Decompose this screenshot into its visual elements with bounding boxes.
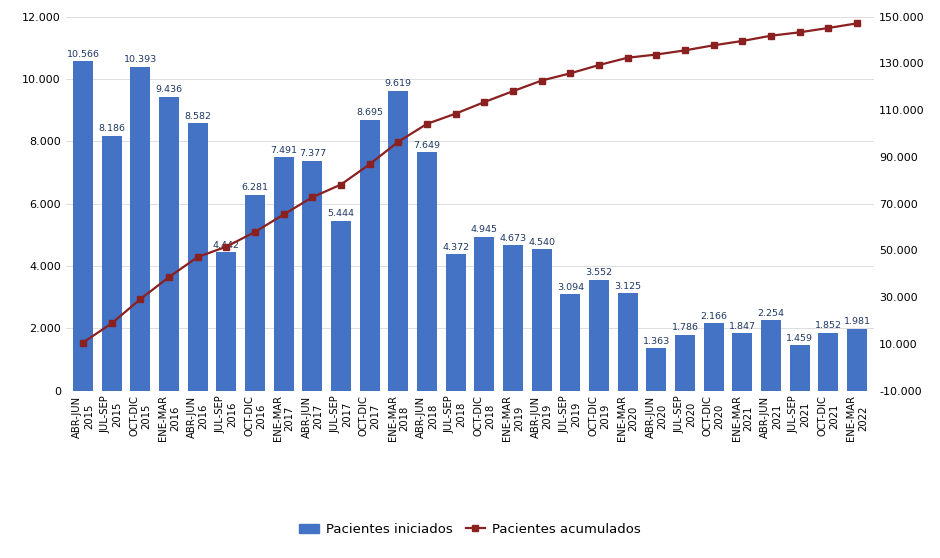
Bar [188,123,208,391]
Text: 4.945: 4.945 [471,225,498,234]
Text: 1.852: 1.852 [815,321,842,330]
Text: 10.566: 10.566 [67,50,100,59]
Text: 8.582: 8.582 [184,112,212,121]
Text: 1.459: 1.459 [786,334,813,343]
Text: 7.649: 7.649 [414,141,441,150]
Text: 10.393: 10.393 [124,55,157,64]
Bar [102,136,121,391]
Text: 9.619: 9.619 [384,79,412,88]
Text: 5.444: 5.444 [327,209,354,219]
Text: 7.377: 7.377 [299,150,326,158]
Text: 4.673: 4.673 [499,233,526,243]
Legend: Pacientes iniciados, Pacientes acumulados: Pacientes iniciados, Pacientes acumulado… [294,517,646,541]
Bar [131,67,150,391]
Bar [647,348,666,391]
Text: 3.552: 3.552 [586,268,613,277]
Bar [847,329,867,391]
Bar [819,333,838,391]
Bar [303,161,322,391]
Bar [388,91,408,391]
Text: 8.695: 8.695 [356,108,384,117]
Text: 1.981: 1.981 [843,318,870,326]
Bar [618,294,637,391]
Text: 9.436: 9.436 [155,85,182,94]
Bar [704,323,724,391]
Bar [73,61,93,391]
Bar [360,120,380,391]
Bar [589,280,609,391]
Bar [446,254,465,391]
Bar [245,195,265,391]
Bar [331,221,351,391]
Text: 3.094: 3.094 [556,283,584,292]
Bar [216,252,236,391]
Text: 4.372: 4.372 [442,243,469,252]
Bar [560,294,580,391]
Text: 4.540: 4.540 [528,238,556,247]
Text: 4.442: 4.442 [212,240,240,250]
Text: 6.281: 6.281 [242,184,269,193]
Bar [532,249,552,391]
Bar [675,335,695,391]
Text: 2.166: 2.166 [700,311,728,321]
Text: 8.186: 8.186 [98,124,125,133]
Text: 1.847: 1.847 [728,321,756,330]
Bar [790,345,809,391]
Text: 1.363: 1.363 [643,336,670,345]
Bar [475,237,494,391]
Bar [761,320,781,391]
Bar [159,97,179,391]
Bar [417,152,437,391]
Text: 2.254: 2.254 [758,309,785,318]
Text: 1.786: 1.786 [671,324,698,333]
Bar [732,333,752,391]
Text: 3.125: 3.125 [614,282,641,291]
Bar [503,245,523,391]
Text: 7.491: 7.491 [270,146,297,155]
Bar [274,157,293,391]
